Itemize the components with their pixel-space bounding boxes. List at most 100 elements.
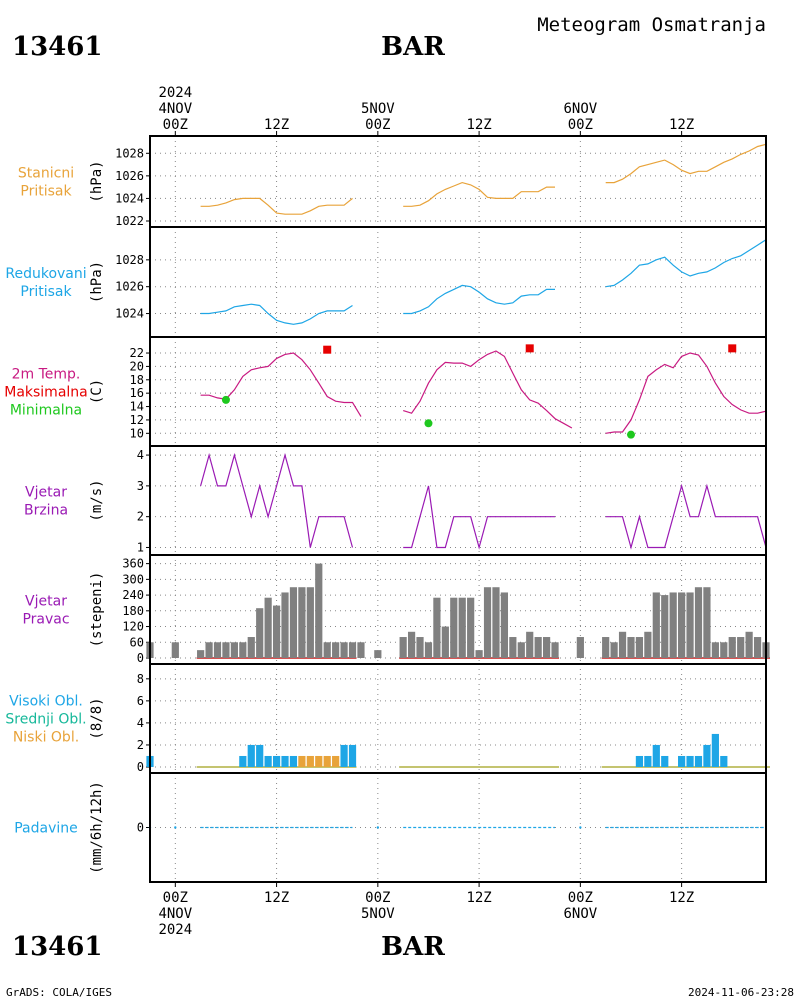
- y-tick-label: 16: [130, 386, 144, 400]
- panel-frame: [149, 445, 767, 556]
- panel-6: 0 2 4 6 8 (8/8) Visoki Obl. Srednji Obl. Niski O…: [5, 663, 770, 774]
- y-tick-label: 180: [122, 604, 144, 618]
- y-axis-label: (C): [89, 379, 105, 404]
- top-axis-label: 12Z: [466, 117, 491, 133]
- bar: [644, 631, 652, 658]
- bar: [720, 642, 728, 658]
- series-line: [200, 303, 353, 325]
- bar: [483, 587, 492, 658]
- y-tick-label: 6: [137, 694, 144, 708]
- panel-7: 0 (mm/6h/12h) Padavine: [14, 772, 767, 883]
- bar: [281, 755, 289, 767]
- panel-frame: [149, 135, 767, 228]
- bar: [694, 587, 703, 658]
- bar: [652, 592, 660, 658]
- bar: [694, 755, 703, 767]
- y-tick-label: 60: [130, 635, 144, 649]
- panel-4: 1 2 3 4 (m/s) Vjetar Brzina: [24, 445, 767, 556]
- bar: [289, 587, 298, 658]
- bar: [517, 642, 525, 658]
- bar: [239, 755, 247, 767]
- station-name-bottom: BAR: [381, 932, 445, 962]
- bar: [281, 592, 289, 658]
- y-tick-label: 360: [122, 557, 144, 571]
- bar: [315, 563, 323, 658]
- bar: [256, 744, 264, 767]
- bar: [678, 755, 686, 767]
- bottom-axis-label: 12Z: [669, 890, 694, 906]
- legend-label: Pritisak: [20, 284, 72, 300]
- bottom-axis-label: 2024: [158, 922, 192, 938]
- top-axis-label: 12Z: [264, 117, 289, 133]
- credit-label: GrADS: COLA/IGES: [6, 986, 112, 999]
- bar: [323, 642, 331, 658]
- top-axis-label: 4NOV: [158, 101, 192, 117]
- y-tick-label: 1028: [115, 253, 144, 267]
- legend-label: Vjetar: [25, 485, 67, 501]
- bar: [315, 755, 323, 767]
- bar: [222, 642, 230, 658]
- series-line: [605, 483, 767, 550]
- bottom-axis-label: 00Z: [365, 890, 390, 906]
- bottom-axis-label: 12Z: [466, 890, 491, 906]
- legend-label: Srednji Obl.: [5, 712, 86, 728]
- y-tick-label: 20: [130, 359, 144, 373]
- bar: [669, 592, 677, 658]
- bar: [407, 631, 416, 658]
- series-line: [200, 352, 362, 417]
- bar: [197, 650, 205, 658]
- top-axis-label: 00Z: [365, 117, 390, 133]
- top-axis-label: 6NOV: [563, 101, 597, 117]
- data-dot: [579, 826, 582, 829]
- panel-1: 1022 1024 1026 1028 (hPa) Stanicni Pritisak: [18, 135, 767, 228]
- y-tick-label: 0: [137, 821, 144, 835]
- bar: [213, 642, 222, 658]
- bar: [298, 755, 306, 767]
- bar: [348, 642, 357, 658]
- bar: [340, 744, 348, 767]
- bar: [256, 608, 264, 658]
- bar: [644, 755, 652, 767]
- bar: [711, 733, 719, 767]
- y-tick-label: 8: [137, 672, 144, 686]
- y-tick-label: 1024: [115, 191, 144, 205]
- min-temp-marker: [424, 419, 433, 428]
- bar: [374, 650, 382, 658]
- bottom-axis-label: 6NOV: [563, 906, 597, 922]
- legend-label: Stanicni: [18, 166, 74, 182]
- panel-frame: [149, 226, 767, 338]
- top-axis-label: 12Z: [669, 117, 694, 133]
- y-tick-label: 12: [130, 413, 144, 427]
- bar: [458, 597, 466, 658]
- bar: [753, 637, 762, 658]
- bar: [272, 605, 281, 658]
- y-axis-label: (mm/6h/12h): [89, 781, 105, 874]
- bar: [348, 744, 357, 767]
- bar: [686, 592, 694, 658]
- bar: [500, 592, 509, 658]
- bar: [492, 587, 500, 658]
- bar: [230, 642, 238, 658]
- series-line: [605, 352, 767, 434]
- bar: [576, 637, 584, 658]
- bar: [332, 642, 340, 658]
- panel-frame: [149, 336, 767, 447]
- y-tick-label: 10: [130, 426, 144, 440]
- bar: [703, 744, 711, 767]
- bar: [450, 597, 458, 658]
- bar: [618, 631, 627, 658]
- bar: [711, 642, 719, 658]
- bar: [441, 626, 449, 658]
- bar: [728, 637, 736, 658]
- series-line: [403, 284, 555, 315]
- station-id-top: 13461: [12, 32, 102, 62]
- min-temp-marker: [626, 430, 635, 439]
- bar: [635, 755, 644, 767]
- bar: [298, 587, 306, 658]
- top-axis-label: 2024: [158, 85, 192, 101]
- bar: [433, 597, 441, 658]
- bar: [509, 637, 517, 658]
